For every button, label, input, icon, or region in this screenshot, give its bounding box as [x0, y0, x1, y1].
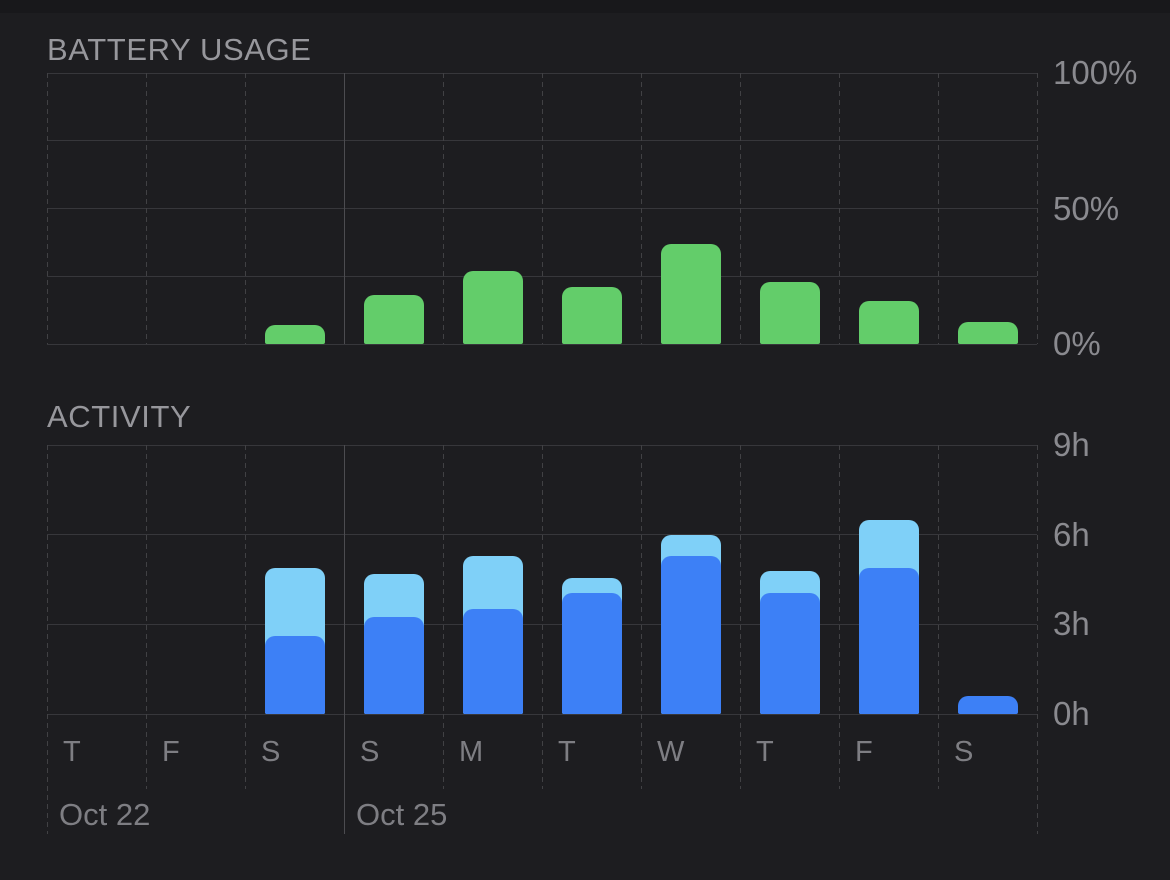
day-label: S — [954, 736, 974, 768]
x-axis-tick — [838, 714, 840, 789]
day-label: T — [63, 736, 81, 768]
day-boundary-line-highlight — [343, 73, 345, 344]
y-axis-label: 100% — [1053, 54, 1138, 91]
day-boundary-line — [739, 445, 741, 714]
x-axis-tick — [541, 714, 543, 789]
day-boundary-line — [244, 445, 246, 714]
activity-bar-dark — [363, 616, 424, 714]
x-axis-tick — [442, 714, 444, 789]
activity-bar-dark — [660, 555, 721, 714]
day-label: F — [162, 736, 180, 768]
day-boundary-line — [937, 73, 939, 344]
x-axis-tick — [46, 714, 48, 834]
activity-bar-dark — [561, 592, 622, 714]
battery-usage-chart — [46, 72, 1038, 345]
day-boundary-line — [244, 73, 246, 344]
date-label: Oct 22 — [59, 797, 151, 832]
day-boundary-line — [937, 445, 939, 714]
day-boundary-line — [739, 73, 741, 344]
battery-usage-title: BATTERY USAGE — [47, 32, 312, 67]
activity-bar-dark — [759, 592, 820, 714]
day-boundary-line — [838, 445, 840, 714]
y-axis-label: 0h — [1053, 695, 1090, 732]
day-label: T — [558, 736, 576, 768]
day-boundary-line-highlight — [343, 445, 345, 714]
day-boundary-line — [442, 73, 444, 344]
battery-bar — [264, 325, 325, 344]
day-label: W — [657, 736, 685, 768]
date-label: Oct 25 — [356, 797, 448, 832]
activity-title: ACTIVITY — [47, 399, 192, 434]
day-label: M — [459, 736, 484, 768]
gridline-h — [47, 343, 1037, 345]
x-axis-tick — [244, 714, 246, 789]
day-label: T — [756, 736, 774, 768]
day-boundary-line — [46, 445, 48, 714]
day-label: S — [360, 736, 380, 768]
x-axis-tick-highlight — [343, 714, 345, 834]
day-label: F — [855, 736, 873, 768]
activity-bar-dark — [957, 696, 1018, 714]
battery-bar — [462, 270, 523, 344]
y-axis-label: 0% — [1053, 325, 1101, 362]
x-axis-tick — [145, 714, 147, 789]
day-boundary-line — [145, 73, 147, 344]
y-axis-label: 9h — [1053, 426, 1090, 463]
day-boundary-line — [541, 445, 543, 714]
day-boundary-line — [640, 445, 642, 714]
battery-bar — [858, 300, 919, 344]
day-boundary-line — [838, 73, 840, 344]
battery-bar — [759, 281, 820, 344]
day-boundary-line — [145, 445, 147, 714]
x-axis-tick — [1036, 714, 1038, 834]
day-boundary-line — [1036, 445, 1038, 714]
activity-bar-dark — [462, 609, 523, 714]
day-label: S — [261, 736, 281, 768]
x-axis-tick — [937, 714, 939, 789]
day-boundary-line — [640, 73, 642, 344]
day-boundary-line — [1036, 73, 1038, 344]
x-axis-tick — [739, 714, 741, 789]
activity-bar-dark — [858, 567, 919, 714]
battery-bar — [957, 322, 1018, 344]
day-boundary-line — [541, 73, 543, 344]
y-axis-label: 6h — [1053, 515, 1090, 553]
panel-top-divider — [0, 0, 1170, 13]
battery-bar — [363, 295, 424, 344]
activity-bar-dark — [264, 636, 325, 714]
y-axis-label: 50% — [1053, 189, 1120, 227]
battery-bar — [561, 287, 622, 344]
activity-chart — [46, 444, 1038, 715]
y-axis-label: 3h — [1053, 605, 1090, 643]
day-boundary-line — [442, 445, 444, 714]
battery-bar — [660, 243, 721, 344]
day-boundary-line — [46, 73, 48, 344]
x-axis-tick — [640, 714, 642, 789]
